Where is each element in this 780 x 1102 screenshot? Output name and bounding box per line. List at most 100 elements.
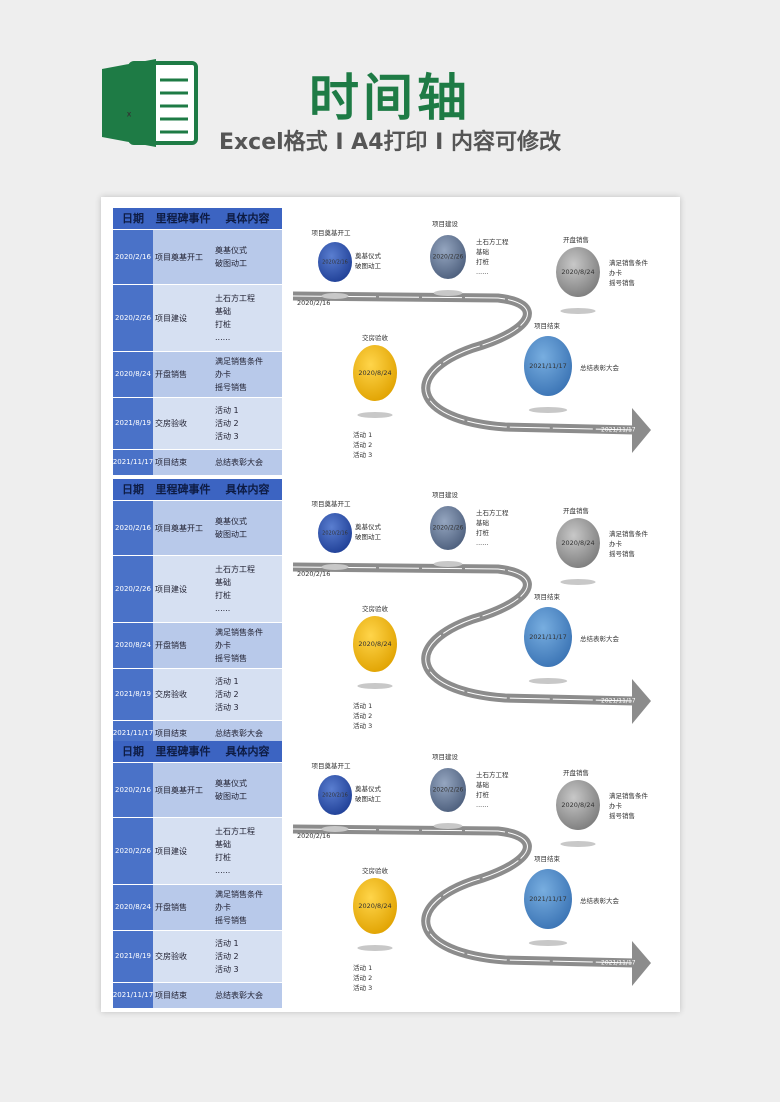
milestone-circle bbox=[318, 775, 352, 815]
subtitle: Excel格式 I A4打印 I 内容可修改 bbox=[218, 130, 562, 155]
event-cell: 交房验收 bbox=[153, 398, 213, 450]
shadow bbox=[357, 412, 393, 418]
event-cell: 项目奠基开工 bbox=[153, 501, 213, 556]
content-line: 活动 1 bbox=[215, 677, 239, 686]
milestone-detail: 满足销售条件 bbox=[609, 791, 649, 800]
milestone-date: 2020/8/24 bbox=[561, 539, 594, 547]
table-header: 具体内容 bbox=[213, 208, 282, 230]
milestone-title: 开盘销售 bbox=[563, 506, 589, 515]
shadow bbox=[357, 683, 393, 689]
milestone-title: 项目建设 bbox=[432, 490, 459, 499]
milestone-circle bbox=[430, 235, 466, 279]
content-line: 打桩 bbox=[215, 591, 231, 600]
content-cell: 活动 1 活动 2 活动 3 bbox=[213, 398, 282, 450]
content-cell: 土石方工程 基础 打桩...... bbox=[213, 818, 282, 885]
content-line: 总结表彰大会 bbox=[215, 729, 263, 738]
milestone-detail: 办卡 bbox=[609, 268, 623, 277]
milestone-title: 交房验收 bbox=[362, 604, 389, 613]
content-line: 满足销售条件 bbox=[215, 890, 263, 899]
content-line: 活动 2 bbox=[215, 419, 239, 428]
shadow bbox=[321, 826, 349, 832]
milestone-date: 2020/2/16 bbox=[322, 531, 348, 537]
milestone-date: 2020/8/24 bbox=[561, 268, 594, 276]
milestone-detail: 基础 bbox=[476, 780, 490, 789]
content-cell: 总结表彰大会 bbox=[213, 983, 282, 1009]
start-label: 2020/2/16 bbox=[297, 570, 330, 578]
milestone-detail: 办卡 bbox=[609, 801, 623, 810]
milestone-detail: 活动 2 bbox=[353, 973, 372, 982]
title: 时间轴 bbox=[309, 69, 471, 127]
milestone-title: 开盘销售 bbox=[563, 235, 589, 244]
content-cell: 奠基仪式 破图动工 bbox=[213, 230, 282, 285]
content-line: ...... bbox=[215, 866, 231, 875]
end-label: 2021/11/17 bbox=[601, 960, 636, 967]
content-line: 土石方工程 bbox=[215, 294, 255, 303]
milestone-detail: 破图动工 bbox=[355, 261, 382, 270]
content-line: 活动 3 bbox=[215, 432, 239, 441]
shadow bbox=[528, 678, 568, 684]
road bbox=[292, 824, 636, 968]
event-cell: 开盘销售 bbox=[153, 885, 213, 931]
content-cell: 奠基仪式 破图动工 bbox=[213, 501, 282, 556]
arrow-head bbox=[632, 679, 651, 724]
milestone-detail: 土石方工程 bbox=[476, 237, 509, 246]
milestone-title: 项目结束 bbox=[534, 854, 561, 863]
road bbox=[292, 562, 636, 706]
milestone-date: 2020/8/24 bbox=[561, 801, 594, 809]
event-cell: 开盘销售 bbox=[153, 352, 213, 398]
content-line: 破图动工 bbox=[215, 259, 247, 268]
content-line: 活动 2 bbox=[215, 952, 239, 961]
arrow-head bbox=[632, 941, 651, 986]
event-cell: 交房验收 bbox=[153, 931, 213, 983]
milestone-detail: ...... bbox=[476, 268, 488, 276]
content-line: 摇号销售 bbox=[215, 916, 247, 925]
event-cell: 项目建设 bbox=[153, 556, 213, 623]
milestone-date: 2020/2/26 bbox=[433, 787, 464, 794]
milestone-detail: 办卡 bbox=[609, 539, 623, 548]
content-cell: 满足销售条件 办卡 摇号销售 bbox=[213, 623, 282, 669]
table-header: 日期 bbox=[113, 479, 153, 501]
shadow bbox=[433, 823, 463, 829]
road-line bbox=[292, 295, 636, 431]
date-cell: 2021/8/19 bbox=[113, 669, 153, 721]
milestone-title: 交房验收 bbox=[362, 866, 389, 875]
content-cell: 满足销售条件 办卡 摇号销售 bbox=[213, 885, 282, 931]
content-cell: 活动 1 活动 2 活动 3 bbox=[213, 669, 282, 721]
content-cell: 土石方工程 基础 打桩...... bbox=[213, 285, 282, 352]
milestone-detail: 总结表彰大会 bbox=[580, 896, 620, 905]
shadow bbox=[321, 564, 349, 570]
date-cell: 2020/2/16 bbox=[113, 501, 153, 556]
milestone-title: 项目奠基开工 bbox=[312, 499, 352, 508]
event-cell: 交房验收 bbox=[153, 669, 213, 721]
shadow bbox=[528, 407, 568, 413]
milestone-detail: 破图动工 bbox=[355, 532, 382, 541]
date-cell: 2021/8/19 bbox=[113, 398, 153, 450]
milestone-detail: 活动 3 bbox=[353, 983, 372, 992]
table-header: 具体内容 bbox=[213, 741, 282, 763]
table-header: 里程碑事件 bbox=[153, 479, 213, 501]
shadow bbox=[560, 308, 596, 314]
timeline: 2020/2/16 2021/11/17 2020/2/16 项目奠基开工奠基仪式破图… bbox=[292, 219, 651, 459]
milestone-circle bbox=[318, 513, 352, 553]
shadow bbox=[560, 841, 596, 847]
end-label: 2021/11/17 bbox=[601, 698, 636, 705]
content-line: 满足销售条件 bbox=[215, 628, 263, 637]
shadow bbox=[357, 945, 393, 951]
event-cell: 项目结束 bbox=[153, 983, 213, 1009]
milestone-detail: 土石方工程 bbox=[476, 770, 509, 779]
milestone-detail: 摇号销售 bbox=[609, 549, 635, 558]
milestone-detail: 活动 2 bbox=[353, 440, 372, 449]
content-line: 活动 1 bbox=[215, 939, 239, 948]
milestone-title: 项目奠基开工 bbox=[312, 228, 352, 237]
milestone-detail: ...... bbox=[476, 801, 488, 809]
content-line: 土石方工程 bbox=[215, 827, 255, 836]
content-line: 基础 bbox=[215, 578, 231, 587]
milestone-date: 2020/2/26 bbox=[433, 525, 464, 532]
content-line: 活动 3 bbox=[215, 703, 239, 712]
milestone-title: 项目奠基开工 bbox=[312, 761, 352, 770]
milestone-detail: 活动 3 bbox=[353, 721, 372, 730]
milestone-circle bbox=[353, 878, 397, 934]
timeline: 2020/2/16 2021/11/17 2020/2/16 项目奠基开工奠基仪式破图… bbox=[292, 490, 651, 730]
milestone-detail: ...... bbox=[476, 539, 488, 547]
date-cell: 2020/2/26 bbox=[113, 285, 153, 352]
